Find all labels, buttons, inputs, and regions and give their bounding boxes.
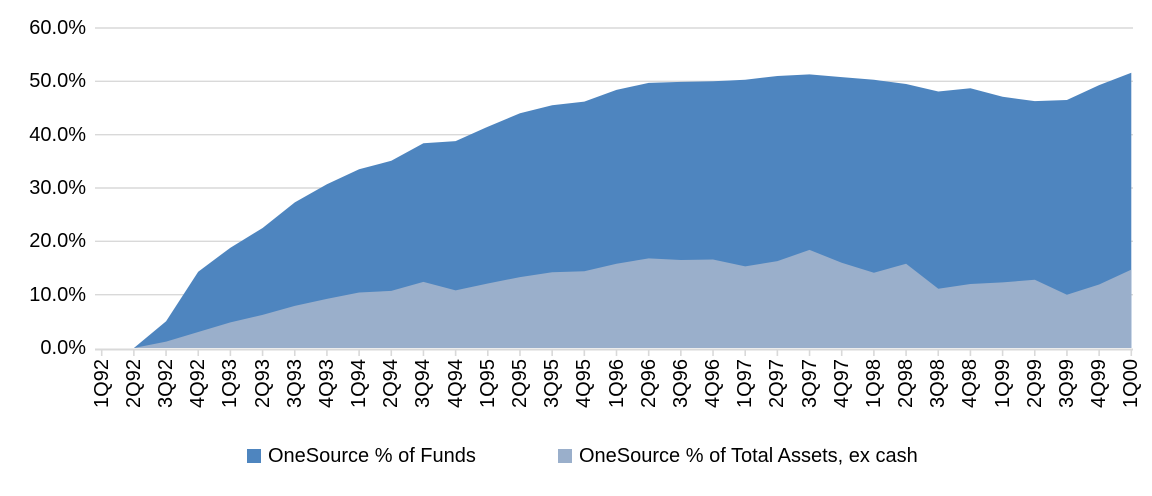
x-tick-label: 1Q98	[862, 359, 885, 408]
legend-entry-funds: OneSource % of Funds	[247, 444, 476, 468]
legend-entry-total-assets: OneSource % of Total Assets, ex cash	[558, 444, 918, 468]
legend-swatch-total-assets-icon	[558, 449, 572, 463]
x-tick-label: 2Q94	[380, 359, 403, 408]
x-tick-label: 1Q95	[476, 359, 499, 408]
y-tick-label: 10.0%	[29, 283, 86, 306]
x-tick-label: 1Q93	[219, 359, 242, 408]
x-tick-label: 4Q98	[959, 359, 982, 408]
x-tick-label: 3Q98	[927, 359, 950, 408]
x-tick-label: 2Q99	[1023, 359, 1046, 408]
y-tick-label: 40.0%	[29, 123, 86, 146]
x-tick-label: 2Q97	[766, 359, 789, 408]
x-tick-label: 4Q93	[315, 359, 338, 408]
legend: OneSource % of Funds OneSource % of Tota…	[0, 444, 1152, 472]
y-tick-label: 60.0%	[29, 17, 86, 39]
x-tick-label: 2Q95	[508, 359, 531, 408]
x-tick-label: 3Q97	[798, 359, 821, 408]
x-tick-label: 2Q96	[637, 359, 660, 408]
x-tick-label: 3Q93	[283, 359, 306, 408]
area-series-1	[101, 249, 1132, 348]
x-tick-label: 3Q92	[155, 359, 178, 408]
y-tick-label: 30.0%	[29, 177, 86, 199]
x-tick-label: 4Q92	[187, 359, 210, 408]
x-tick-label: 1Q97	[734, 359, 757, 408]
x-tick-label: 1Q92	[90, 359, 113, 408]
x-tick-label: 4Q99	[1088, 359, 1111, 408]
x-tick-label: 3Q94	[412, 359, 435, 408]
x-tick-label: 1Q96	[605, 359, 628, 408]
x-tick-label: 2Q92	[122, 359, 145, 408]
x-tick-label: 4Q94	[444, 359, 467, 408]
y-tick-label: 0.0%	[40, 337, 86, 359]
x-tick-label: 2Q93	[251, 359, 274, 408]
x-tick-label: 2Q98	[895, 359, 918, 408]
x-tick-label: 4Q97	[830, 359, 853, 408]
x-tick-label: 4Q96	[702, 359, 725, 408]
x-tick-label: 4Q95	[573, 359, 596, 408]
y-tick-label: 50.0%	[29, 70, 86, 93]
legend-label-funds: OneSource % of Funds	[268, 445, 476, 467]
legend-swatch-funds-icon	[247, 449, 261, 463]
x-tick-label: 3Q99	[1055, 359, 1078, 408]
x-tick-label: 3Q96	[669, 359, 692, 408]
x-tick-label: 1Q94	[348, 359, 371, 408]
y-tick-label: 20.0%	[29, 230, 86, 253]
x-tick-label: 3Q95	[541, 359, 564, 408]
legend-label-total-assets: OneSource % of Total Assets, ex cash	[579, 445, 918, 467]
x-tick-label: 1Q00	[1120, 359, 1143, 408]
x-tick-label: 1Q99	[991, 359, 1014, 408]
